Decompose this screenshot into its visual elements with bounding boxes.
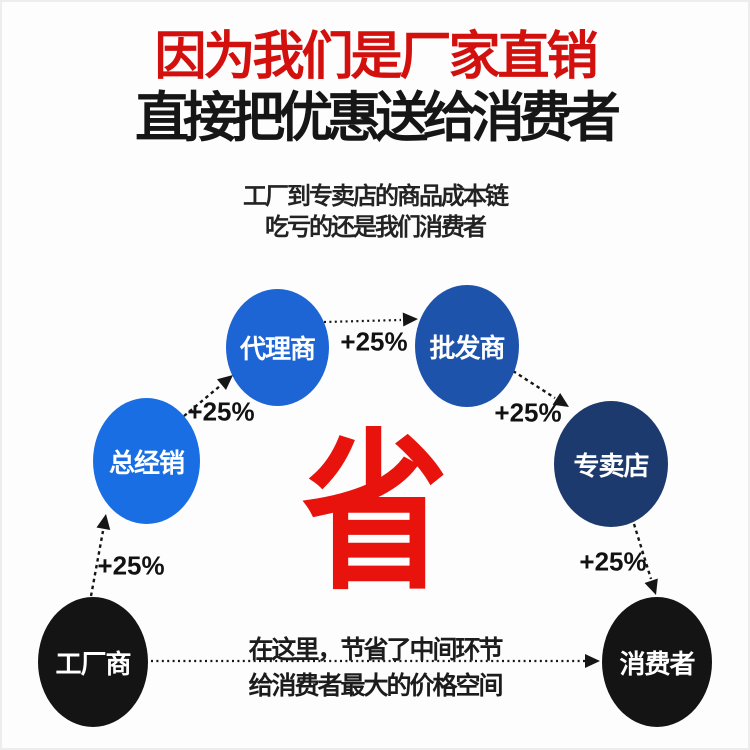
title-line-2: 直接把优惠送给消费者	[135, 88, 621, 148]
footer-line-1: 在这里，节省了中间环节	[248, 636, 503, 664]
node-consumer-label: 消费者	[619, 648, 695, 679]
save-character: 省	[301, 418, 449, 610]
markup-label-agent-wholesaler: +25%	[340, 326, 408, 357]
title-line-1: 因为我们是厂家直销	[154, 28, 598, 86]
node-factory: 工厂商	[38, 597, 148, 727]
markup-label-retail-consumer: +25%	[579, 546, 647, 577]
arrowhead-up-icon	[96, 514, 111, 531]
arrowhead-right-icon	[402, 312, 418, 327]
markup-label-general-agent: +25%	[187, 396, 255, 427]
node-factory-label: 工厂商	[55, 648, 131, 679]
node-agent-label: 代理商	[239, 334, 316, 364]
arrowhead-down-icon	[644, 578, 658, 595]
node-consumer: 消费者	[602, 597, 712, 727]
markup-label-factory-general: +25%	[97, 550, 165, 581]
subtitle-line-1: 工厂到专卖店的商品成本链	[243, 183, 509, 210]
node-wholesaler-label: 批发商	[429, 332, 505, 363]
node-retail-store: 专卖店	[554, 401, 668, 527]
node-retail-store-label: 专卖店	[573, 450, 649, 481]
markup-label-wholesaler-retail: +25%	[494, 397, 562, 428]
node-general-distributor-label: 总经销	[108, 447, 185, 478]
subtitle-line-2: 吃亏的还是我们消费者	[265, 214, 487, 241]
arrow-agent-to-wholesaler	[323, 312, 418, 327]
node-wholesaler: 批发商	[415, 285, 519, 407]
footer-line-2: 给消费者最大的价格空间	[248, 672, 503, 700]
node-general-distributor: 总经销	[93, 398, 200, 524]
node-agent: 代理商	[226, 289, 329, 406]
